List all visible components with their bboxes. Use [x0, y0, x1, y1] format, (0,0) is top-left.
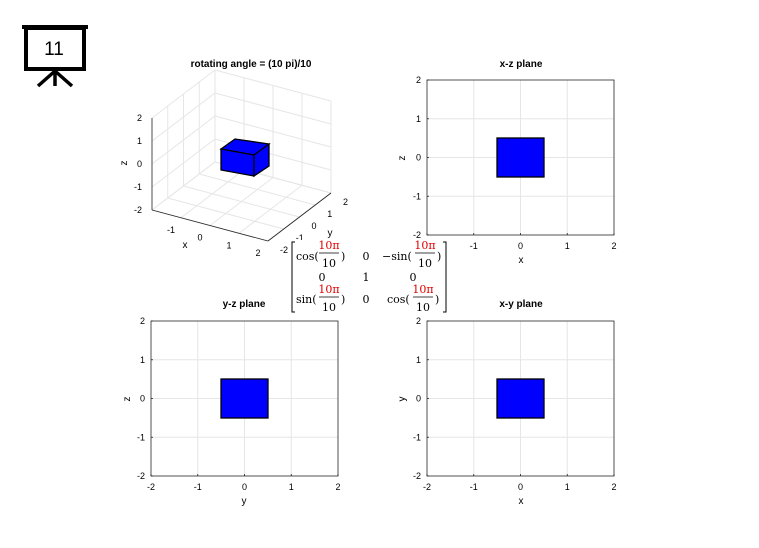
rotation-matrix: cos( 10π 10 ) 0 −sin( 10π 10 ) 0 1 0 sin… [288, 239, 452, 314]
slide-number: 11 [44, 39, 64, 60]
x-tick-3d: 1 [226, 240, 231, 250]
matrix-r3c3-func: cos( [387, 293, 410, 306]
plot-xy-title: x-y plane [499, 299, 543, 310]
z-tick-3d: 1 [137, 136, 142, 146]
plot-xz-xtick: 2 [611, 241, 616, 251]
matrix-r3c1-func: sin( [296, 293, 317, 306]
matrix-r1c3-func: −sin( [382, 250, 412, 263]
plot-3d-title: rotating angle = (10 pi)/10 [191, 59, 312, 70]
plot-xz-xtick: 0 [518, 241, 523, 251]
plot-yz-ytick: 0 [140, 394, 145, 404]
matrix-r2c1: 0 [319, 271, 326, 284]
matrix-r1c2: 0 [363, 250, 370, 263]
matrix-r3c1-close: ) [341, 293, 345, 306]
plot-yz-title: y-z plane [223, 299, 266, 310]
matrix-r3c1-num: 10π [318, 283, 339, 296]
matrix-r2c2: 1 [363, 271, 370, 284]
y-tick-3d: 0 [312, 221, 317, 231]
plot-yz-ytick: -2 [137, 471, 145, 481]
x-tick-3d: 0 [197, 233, 202, 243]
plot-xz-xtick: -1 [470, 241, 478, 251]
plot-yz-ytick: -1 [137, 432, 145, 442]
plot-yz-xtick: -2 [147, 482, 155, 492]
z-tick-3d: -1 [134, 182, 142, 192]
plot-xy-ylabel: y [397, 397, 408, 402]
plot-xz-xlabel: x [519, 255, 524, 266]
matrix-r3c3-close: ) [435, 293, 439, 306]
plot-xz-xtick: 1 [565, 241, 570, 251]
plot-xz-ytick: 2 [416, 75, 421, 85]
matrix-r3c3-den: 10 [416, 301, 430, 314]
plot-xy-ytick: 1 [416, 355, 421, 365]
plot-xy-ytick: -1 [413, 432, 421, 442]
plot-xz-ytick: -2 [413, 230, 421, 240]
y-axis-label-3d: y [328, 228, 333, 239]
plot-xy-xtick: 0 [518, 482, 523, 492]
presentation-board-icon: 11 [22, 25, 88, 88]
z-tick-3d: -2 [134, 205, 142, 215]
plot-yz-ytick: 1 [140, 355, 145, 365]
plot-xy-ytick: -2 [413, 471, 421, 481]
plot-xz-ytick: -1 [413, 191, 421, 201]
plot-xz-ylabel: z [397, 156, 408, 161]
plot-yz-ylabel: z [122, 397, 133, 402]
projection-square-xz [496, 137, 545, 178]
projection-square-yz [220, 378, 269, 419]
matrix-r1c1-close: ) [341, 250, 345, 263]
plot-yz-xtick: -1 [194, 482, 202, 492]
matrix-r1c1-func: cos( [296, 250, 319, 263]
plot-xy-xtick: -2 [423, 482, 431, 492]
plot-yz-ytick: 2 [140, 316, 145, 326]
y-tick-3d: -1 [296, 233, 304, 243]
x-axis-label-3d: x [183, 240, 188, 251]
projection-square-xy [496, 378, 545, 419]
matrix-r1c1-num: 10π [318, 239, 339, 252]
z-axis-label-3d: z [119, 161, 130, 166]
matrix-r2c3: 0 [410, 271, 417, 284]
z-tick-3d: 0 [137, 159, 142, 169]
plot-yz-xtick: 1 [289, 482, 294, 492]
z-tick-3d: 2 [137, 113, 142, 123]
plot-xy-ytick: 0 [416, 394, 421, 404]
plot-xy-xtick: -1 [470, 482, 478, 492]
plot-yz-xtick: 0 [242, 482, 247, 492]
plot-xy-xtick: 2 [611, 482, 616, 492]
y-tick-3d: 2 [343, 197, 348, 207]
plot-yz-xlabel: y [242, 496, 247, 507]
plot-yz-xtick: 2 [335, 482, 340, 492]
cube-3d [219, 138, 271, 178]
plot-xz-title: x-z plane [500, 59, 543, 70]
plot-xz-ytick: 0 [416, 153, 421, 163]
matrix-r3c3-num: 10π [412, 283, 433, 296]
matrix-r1c3-close: ) [437, 250, 441, 263]
y-tick-3d: -2 [280, 245, 288, 255]
plot-xz-ytick: 1 [416, 114, 421, 124]
x-tick-3d: 2 [255, 248, 260, 258]
y-tick-3d: 1 [327, 209, 332, 219]
matrix-r1c3-num: 10π [414, 239, 435, 252]
plot-xy-ytick: 2 [416, 316, 421, 326]
matrix-r1c3-den: 10 [418, 257, 432, 270]
plot-xy-xlabel: x [519, 496, 524, 507]
matrix-r1c1-den: 10 [322, 257, 336, 270]
plot-xy-xtick: 1 [565, 482, 570, 492]
x-tick-3d: -1 [167, 225, 175, 235]
matrix-r3c1-den: 10 [322, 301, 336, 314]
matrix-r3c2: 0 [363, 293, 370, 306]
